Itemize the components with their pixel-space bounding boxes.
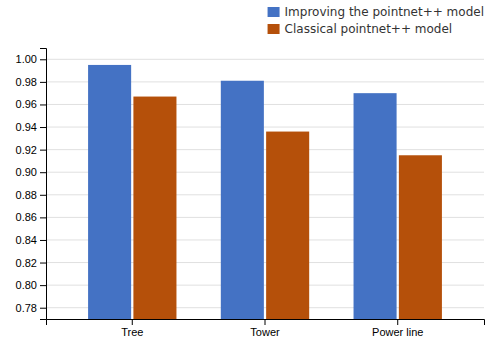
bar [266,132,309,319]
bars [88,65,442,319]
y-tick-mark [40,217,46,218]
legend-item: Improving the pointnet++ model [268,5,484,19]
y-axis-line [40,49,47,320]
x-tick: Power line [372,319,423,338]
x-tick-mark [132,319,133,325]
x-tick-mark [265,319,266,325]
x-tick-label: Power line [372,326,423,338]
y-tick-mark [40,240,46,241]
y-tick-label: 0.90 [16,166,37,178]
x-tick: Tower [250,319,280,338]
y-tick-label: 0.86 [16,211,37,223]
y-axis: 0.78 0.80 0.82 0.84 0.86 0.88 0.90 0.92 0.94 0.96… [16,49,47,320]
y-tick-mark [40,104,46,105]
y-tick-label: 0.82 [16,257,37,269]
chart: 0.78 0.80 0.82 0.84 0.86 0.88 0.90 0.92 0.94 0.96… [0,0,500,347]
x-axis-line [47,320,485,326]
legend-item: Classical pointnet++ model [268,22,453,36]
y-tick-label: 0.96 [16,98,37,110]
y-tick-label: 0.92 [16,144,37,156]
y-tick-label: 1.00 [16,53,37,65]
y-tick: 0.86 [16,211,46,223]
y-tick-label: 0.88 [16,189,37,201]
y-tick-label: 0.84 [16,234,37,246]
legend-label: Improving the pointnet++ model [285,5,484,19]
x-tick-label: Tree [121,326,143,338]
y-tick-mark [40,285,46,286]
x-axis: Tree Tower Power line [47,319,485,338]
legend-label: Classical pointnet++ model [285,22,453,36]
y-tick: 0.92 [16,144,46,156]
y-tick: 0.82 [16,257,46,269]
x-tick-mark [397,319,398,325]
y-tick-label: 0.80 [16,279,37,291]
bar-series [133,97,442,319]
y-tick-mark [40,150,46,151]
y-tick: 0.84 [16,234,46,246]
bar-series [88,65,397,319]
y-tick: 0.98 [16,76,46,88]
bar [221,81,264,319]
y-tick-label: 0.98 [16,76,37,88]
y-tick: 0.78 [16,302,46,314]
legend-swatch [268,7,280,17]
bar [88,65,131,319]
y-tick-label: 0.78 [16,302,37,314]
grid-line [46,59,484,60]
legend-swatch [268,24,280,34]
bar [399,155,442,319]
bar [354,93,397,319]
y-tick-mark [40,127,46,128]
y-tick-mark [40,59,46,60]
x-tick-label: Tower [250,326,280,338]
y-tick-mark [40,263,46,264]
y-tick-mark [40,195,46,196]
y-tick: 0.80 [16,279,46,291]
y-tick-mark [40,82,46,83]
y-tick-label: 0.94 [16,121,37,133]
bar [133,97,176,319]
plot-area: 0.78 0.80 0.82 0.84 0.86 0.88 0.90 0.92 0.94 0.96… [16,49,485,338]
y-tick: 0.88 [16,189,46,201]
y-tick: 0.90 [16,166,46,178]
y-tick-mark [40,172,46,173]
y-tick: 0.96 [16,98,46,110]
y-tick: 0.94 [16,121,46,133]
legend: Improving the pointnet++ model Classical … [268,5,484,36]
x-tick: Tree [121,319,143,338]
y-tick-mark [40,308,46,309]
y-tick: 1.00 [16,53,46,65]
